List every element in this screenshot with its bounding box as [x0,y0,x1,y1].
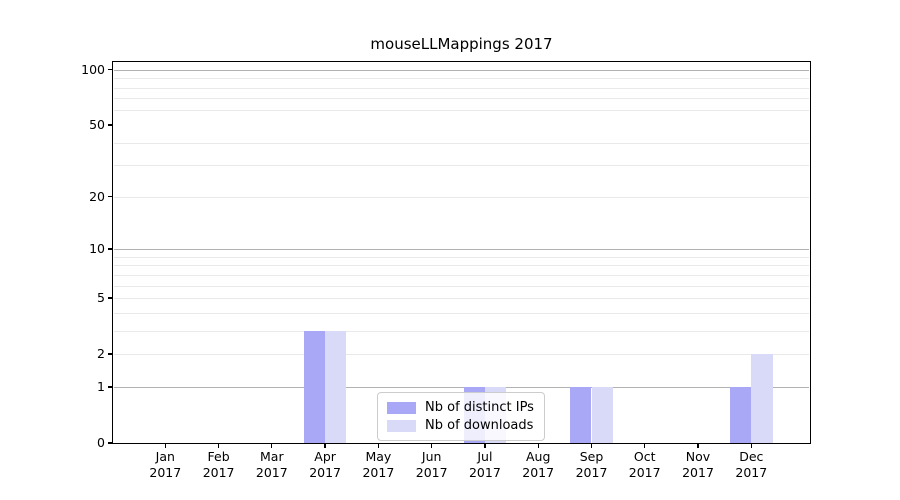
x-tick-mark [590,443,593,448]
x-tick-label: May 2017 [362,449,395,481]
y-tick-mark [108,353,113,355]
y-tick-label: 10 [89,241,105,256]
major-gridline [114,386,809,389]
legend-swatch-downloads [387,419,416,432]
y-tick-label: 2 [97,346,105,362]
bar [730,386,752,443]
minor-gridline [114,196,809,198]
legend-label-distinct-ips: Nb of distinct IPs [425,400,534,415]
y-tick-mark [108,124,113,126]
minor-gridline [114,354,809,356]
x-tick-mark [324,443,326,448]
minor-gridline [114,274,809,276]
bar [570,386,592,443]
minor-gridline [114,87,809,89]
y-tick-label: 100 [81,61,105,77]
minor-gridline [114,298,809,299]
x-tick-mark [644,443,646,448]
x-tick-label: Mar 2017 [255,449,288,481]
minor-gridline [114,265,809,267]
x-tick-label: Apr 2017 [309,449,341,481]
x-tick-label: Sep 2017 [575,449,608,481]
minor-gridline [114,142,809,144]
legend: Nb of distinct IPs Nb of downloads [377,392,545,441]
y-tick-mark [108,196,113,198]
legend-label-downloads: Nb of downloads [425,418,534,433]
y-tick-label: 5 [97,290,105,305]
y-tick-label: 50 [89,116,105,132]
y-tick-mark [108,248,113,250]
y-tick-mark [108,68,113,71]
bar [591,386,613,443]
bar [303,330,326,443]
y-tick-mark [108,297,113,299]
bar [751,354,773,443]
y-tick-label: 0 [97,435,105,450]
legend-item-downloads: Nb of downloads [387,417,535,434]
minor-gridline [114,312,809,314]
x-tick-mark [271,443,273,448]
bar [325,330,347,443]
x-tick-mark [217,443,220,448]
minor-gridline [114,285,809,287]
x-tick-mark [537,443,539,448]
y-tick-label: 20 [89,188,105,204]
minor-gridline [114,110,809,112]
x-tick-label: Jul 2017 [468,449,501,481]
legend-swatch-distinct-ips [387,401,416,414]
major-gridline [114,69,809,71]
x-tick-mark [697,443,699,448]
minor-gridline [114,78,809,80]
x-tick-label: Jun 2017 [415,449,448,481]
minor-gridline [114,256,809,258]
x-tick-mark [750,443,752,448]
x-tick-label: Feb 2017 [202,449,235,481]
chart-title: mouseLLMappings 2017 [370,35,553,53]
x-tick-mark [377,443,380,448]
x-tick-label: Oct 2017 [628,449,661,481]
y-tick-mark [108,386,113,388]
x-tick-label: Aug 2017 [522,449,555,481]
x-tick-label: Dec 2017 [735,449,768,481]
major-gridline [114,249,809,251]
y-tick-label: 1 [97,378,105,394]
legend-item-distinct-ips: Nb of distinct IPs [387,399,535,416]
y-tick-mark [108,442,113,444]
x-tick-label: Jan 2017 [149,449,182,481]
minor-gridline [114,330,809,332]
x-tick-mark [484,443,486,448]
minor-gridline [114,98,809,100]
x-tick-label: Nov 2017 [682,449,714,481]
x-tick-mark [431,443,433,448]
minor-gridline [114,165,809,167]
x-tick-mark [164,443,166,448]
